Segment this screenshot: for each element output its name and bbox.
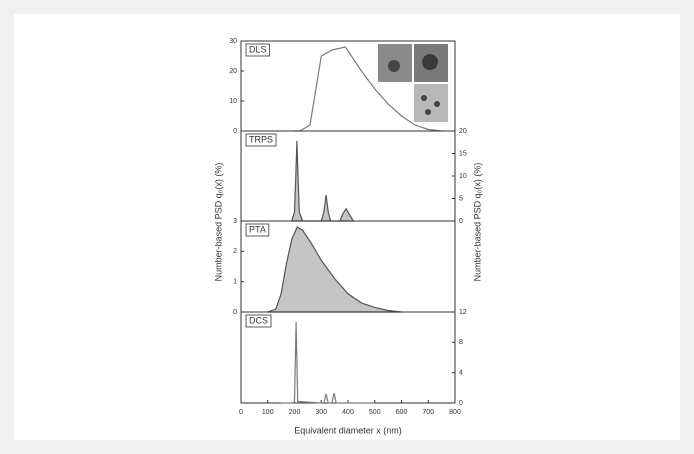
y-tick-label: 0 [233, 309, 237, 316]
y2-tick-label: 0 [459, 400, 463, 407]
inset-image [414, 84, 448, 122]
panel-title-box [245, 314, 272, 328]
y-tick-label: 1 [233, 279, 237, 286]
x-tick-label: 0 [239, 409, 243, 416]
data-line [290, 140, 355, 222]
inset-particle [434, 101, 440, 107]
x-tick-label: 500 [369, 409, 381, 416]
panel-title: PTA [249, 224, 266, 234]
y-tick-label: 2 [233, 248, 237, 255]
y2-tick-label: 4 [459, 370, 463, 377]
y2-tick-label: 5 [459, 195, 463, 202]
data-line [294, 46, 442, 132]
x-tick-label: 700 [422, 409, 434, 416]
y-tick-label: 20 [229, 68, 237, 75]
x-tick-label: 100 [262, 409, 274, 416]
x-tick-label: 200 [289, 409, 301, 416]
panel-title-box [245, 43, 270, 57]
y-tick-label: 30 [229, 38, 237, 45]
panel-title: TRPS [249, 134, 273, 144]
y-tick-label: 0 [233, 128, 237, 135]
data-line [267, 226, 402, 313]
panel-title: DCS [249, 315, 268, 325]
y2-tick-label: 12 [459, 309, 467, 316]
x-tick-label: 300 [315, 409, 327, 416]
inset-particle [425, 109, 431, 115]
panel-title-box [245, 223, 270, 237]
y2-axis-label: Number-based PSD q₀(x) (%) [472, 163, 482, 282]
y2-tick-label: 15 [459, 150, 467, 157]
panel-title: DLS [249, 44, 267, 54]
y-axis-label: Number-based PSD q₀(x) (%) [213, 163, 223, 282]
panel-title-box [245, 133, 277, 147]
inset-images [378, 44, 448, 122]
data-line [281, 321, 375, 404]
y-tick-label: 3 [233, 218, 237, 225]
inset-particle [421, 95, 427, 101]
inset-particle [388, 60, 400, 72]
y2-tick-label: 10 [459, 173, 467, 180]
y2-tick-label: 20 [459, 128, 467, 135]
panel-background [14, 14, 680, 440]
x-axis-label: Equivalent diameter x (nm) [294, 425, 402, 435]
inset-particle [422, 54, 438, 70]
y2-tick-label: 8 [459, 339, 463, 346]
y2-tick-label: 0 [459, 218, 463, 225]
x-tick-label: 400 [342, 409, 354, 416]
y-tick-label: 10 [229, 98, 237, 105]
x-tick-label: 800 [449, 409, 461, 416]
x-tick-label: 600 [396, 409, 408, 416]
